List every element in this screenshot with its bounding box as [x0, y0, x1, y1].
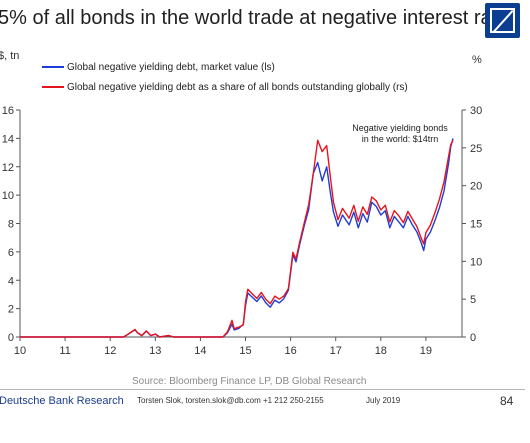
- source-note: Source: Bloomberg Finance LP, DB Global …: [132, 376, 367, 387]
- legend-swatch-red: [42, 86, 64, 88]
- deutsche-bank-logo: [485, 3, 520, 38]
- x-tick-label: 17: [330, 345, 342, 357]
- x-tick-label: 11: [59, 345, 70, 357]
- legend-swatch-blue: [42, 66, 64, 68]
- left-axis-unit: $, tn: [0, 50, 20, 62]
- footer-divider: [0, 389, 525, 390]
- x-tick-label: 15: [239, 345, 251, 357]
- page-footer: Deutsche Bank Research Torsten Slok, tor…: [0, 394, 530, 419]
- footer-author: Torsten Slok, torsten.slok@db.com +1 212…: [137, 396, 324, 405]
- x-tick-label: 13: [149, 345, 161, 357]
- page-title: 5% of all bonds in the world trade at ne…: [0, 7, 519, 29]
- x-tick-label: 12: [104, 345, 116, 357]
- footer-date: July 2019: [366, 396, 401, 405]
- footer-organization: Deutsche Bank Research: [0, 395, 124, 407]
- x-tick-label: 16: [284, 345, 296, 357]
- annotation-line-1: Negative yielding bonds: [352, 123, 448, 133]
- left-y-tick-label: 8: [8, 219, 14, 231]
- left-y-tick-label: 0: [8, 332, 14, 344]
- legend-label-blue: Global negative yielding debt, market va…: [67, 61, 275, 73]
- series-line-share-of-bonds: [20, 139, 454, 338]
- left-y-tick-label: 4: [8, 275, 14, 287]
- left-y-tick-label: 10: [2, 190, 14, 202]
- left-y-tick-label: 2: [8, 304, 14, 316]
- right-y-tick-label: 5: [470, 294, 476, 306]
- legend-label-red: Global negative yielding debt as a share…: [67, 81, 408, 93]
- x-tick-label: 10: [14, 345, 26, 357]
- right-y-tick-label: 25: [470, 143, 482, 155]
- left-y-tick-label: 6: [8, 247, 14, 259]
- right-axis-unit: %: [472, 54, 482, 66]
- right-y-tick-label: 15: [470, 219, 482, 231]
- series-line-market-value: [20, 138, 454, 338]
- x-tick-label: 18: [375, 345, 387, 357]
- annotation-line-2: in the world: $14trn: [362, 134, 439, 144]
- legend-entry-blue: Global negative yielding debt, market va…: [42, 60, 408, 74]
- left-y-tick-label: 16: [2, 105, 14, 117]
- right-y-tick-label: 20: [470, 181, 482, 193]
- chart-legend: Global negative yielding debt, market va…: [42, 60, 408, 100]
- left-y-tick-label: 14: [2, 133, 14, 145]
- right-y-tick-label: 0: [470, 332, 476, 344]
- left-y-tick-label: 12: [2, 162, 14, 174]
- right-y-tick-label: 10: [470, 256, 482, 268]
- right-y-tick-label: 30: [470, 105, 482, 117]
- x-tick-label: 14: [194, 345, 206, 357]
- x-tick-label: 19: [420, 345, 432, 357]
- page-number: 84: [500, 394, 514, 408]
- legend-entry-red: Global negative yielding debt as a share…: [42, 80, 408, 94]
